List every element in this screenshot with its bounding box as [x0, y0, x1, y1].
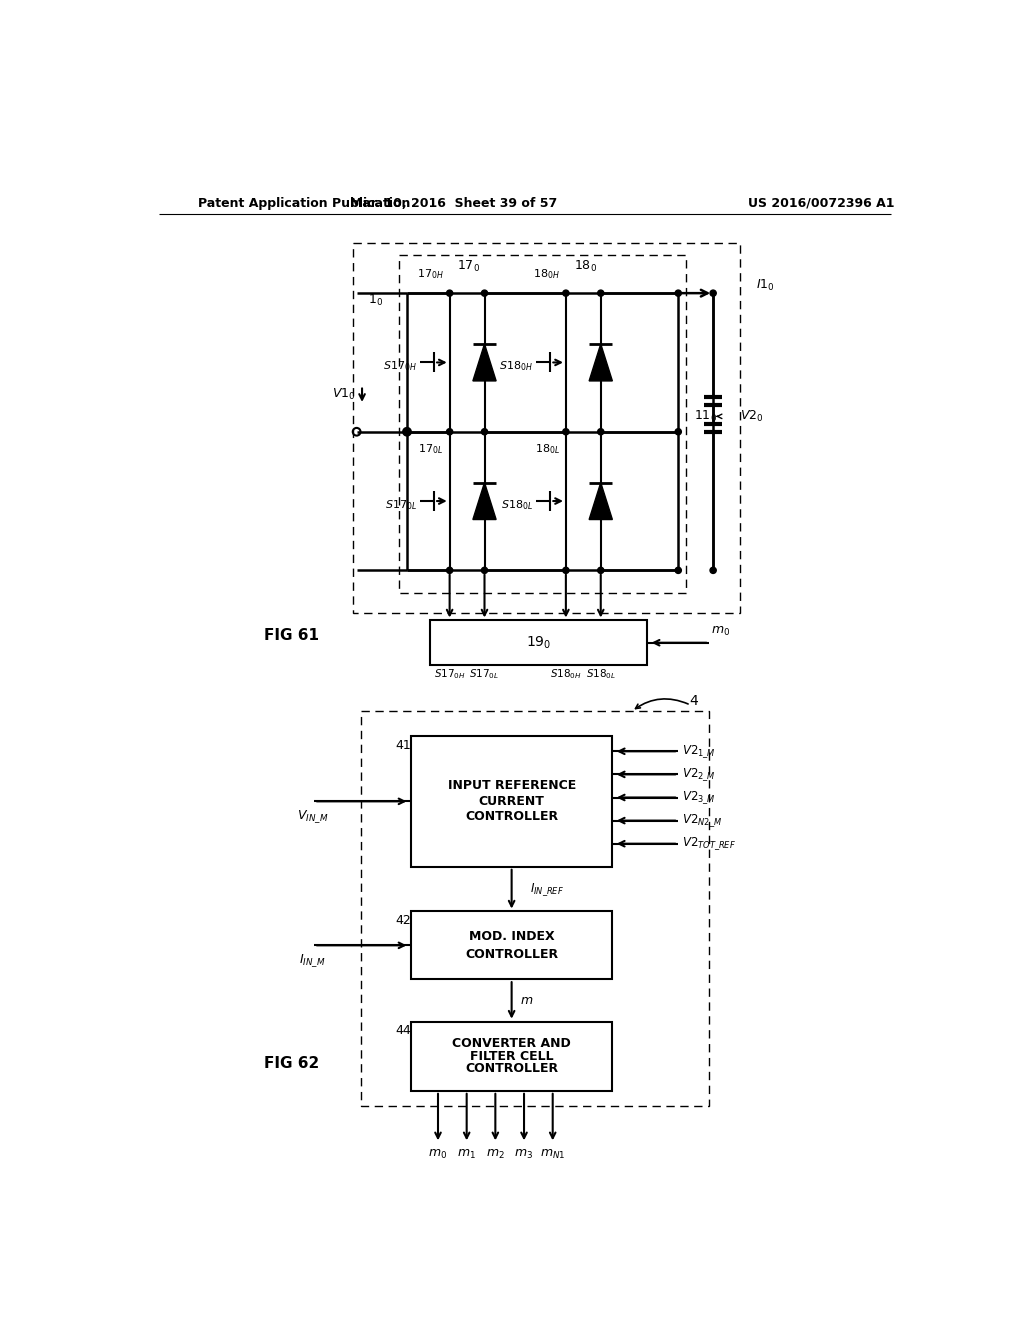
- Text: $m_{N1}$: $m_{N1}$: [540, 1147, 565, 1160]
- Text: $1_0$: $1_0$: [369, 293, 384, 309]
- Circle shape: [481, 429, 487, 434]
- Text: $11_0$: $11_0$: [694, 409, 717, 424]
- Text: $V_{IN\_M}$: $V_{IN\_M}$: [297, 808, 328, 825]
- Text: $17_0$: $17_0$: [458, 259, 480, 273]
- Circle shape: [710, 290, 716, 296]
- Text: CONTROLLER: CONTROLLER: [465, 948, 558, 961]
- Text: $18_{0L}$: $18_{0L}$: [535, 442, 560, 455]
- Text: $V2_{2\_M}$: $V2_{2\_M}$: [682, 766, 716, 783]
- Text: CONTROLLER: CONTROLLER: [465, 1063, 558, 1074]
- Text: CURRENT: CURRENT: [478, 795, 545, 808]
- Text: $m_3$: $m_3$: [514, 1147, 534, 1160]
- Circle shape: [598, 290, 604, 296]
- Circle shape: [563, 429, 569, 434]
- Text: $18_{0H}$: $18_{0H}$: [532, 267, 560, 281]
- Polygon shape: [589, 483, 612, 520]
- Circle shape: [675, 429, 681, 434]
- Text: FIG 62: FIG 62: [263, 1056, 318, 1071]
- Text: $V1_0$: $V1_0$: [332, 387, 355, 403]
- Bar: [411, 911, 612, 979]
- Text: $m$: $m$: [520, 994, 534, 1007]
- Text: $V2_{1\_M}$: $V2_{1\_M}$: [682, 743, 716, 760]
- Text: $V2_0$: $V2_0$: [740, 409, 764, 424]
- Text: $V2_{N2\_M}$: $V2_{N2\_M}$: [682, 812, 722, 829]
- Text: FIG 61: FIG 61: [263, 628, 318, 643]
- Bar: [411, 737, 612, 867]
- Bar: [352, 243, 740, 612]
- Text: INPUT REFERENCE: INPUT REFERENCE: [447, 779, 575, 792]
- Text: MOD. INDEX: MOD. INDEX: [469, 929, 554, 942]
- Bar: [360, 711, 710, 1105]
- Text: $S17_{0H}$: $S17_{0H}$: [383, 359, 417, 374]
- Text: $I_{IN\_M}$: $I_{IN\_M}$: [299, 952, 326, 969]
- Bar: [411, 1022, 612, 1090]
- Text: CONVERTER AND: CONVERTER AND: [453, 1038, 571, 1051]
- Circle shape: [446, 568, 453, 573]
- Text: Patent Application Publication: Patent Application Publication: [198, 197, 411, 210]
- Bar: [399, 255, 686, 594]
- Circle shape: [446, 290, 453, 296]
- Text: $m_2$: $m_2$: [486, 1147, 505, 1160]
- Circle shape: [710, 568, 716, 573]
- Polygon shape: [589, 345, 612, 381]
- Circle shape: [563, 568, 569, 573]
- Text: $S17_{0H}$: $S17_{0H}$: [434, 668, 466, 681]
- Text: $18_0$: $18_0$: [573, 259, 597, 273]
- Text: $m_1$: $m_1$: [458, 1147, 476, 1160]
- Text: 4: 4: [689, 694, 698, 709]
- Circle shape: [675, 568, 681, 573]
- Circle shape: [675, 290, 681, 296]
- Text: $I_{IN\_REF}$: $I_{IN\_REF}$: [529, 882, 563, 899]
- Text: $S18_{0L}$: $S18_{0L}$: [501, 498, 534, 512]
- Circle shape: [598, 429, 604, 434]
- Text: $S18_{0H}$: $S18_{0H}$: [550, 668, 582, 681]
- Text: 44: 44: [395, 1024, 411, 1038]
- Circle shape: [481, 568, 487, 573]
- Polygon shape: [473, 345, 496, 381]
- Text: 42: 42: [395, 915, 411, 927]
- Text: $m_0$: $m_0$: [428, 1147, 447, 1160]
- Text: $S18_{0H}$: $S18_{0H}$: [500, 359, 534, 374]
- Circle shape: [403, 429, 410, 434]
- Text: $S17_{0L}$: $S17_{0L}$: [385, 498, 417, 512]
- Circle shape: [598, 568, 604, 573]
- Bar: [430, 620, 647, 665]
- Polygon shape: [473, 483, 496, 520]
- Text: $17_{0H}$: $17_{0H}$: [417, 267, 443, 281]
- Text: $I1_0$: $I1_0$: [756, 279, 774, 293]
- Circle shape: [481, 290, 487, 296]
- Circle shape: [563, 290, 569, 296]
- Text: FILTER CELL: FILTER CELL: [470, 1049, 553, 1063]
- Text: 41: 41: [395, 739, 411, 751]
- Text: $V2_{3\_M}$: $V2_{3\_M}$: [682, 789, 716, 807]
- Text: $19_0$: $19_0$: [526, 635, 551, 651]
- Text: $V2_{TOT\_REF}$: $V2_{TOT\_REF}$: [682, 836, 736, 853]
- Text: $S17_{0L}$: $S17_{0L}$: [469, 668, 500, 681]
- Text: $17_{0L}$: $17_{0L}$: [419, 442, 443, 455]
- Text: CONTROLLER: CONTROLLER: [465, 810, 558, 824]
- Text: US 2016/0072396 A1: US 2016/0072396 A1: [748, 197, 895, 210]
- Circle shape: [446, 429, 453, 434]
- Text: Mar. 10, 2016  Sheet 39 of 57: Mar. 10, 2016 Sheet 39 of 57: [350, 197, 557, 210]
- Text: $m_0$: $m_0$: [712, 624, 730, 638]
- Text: $S18_{0L}$: $S18_{0L}$: [586, 668, 615, 681]
